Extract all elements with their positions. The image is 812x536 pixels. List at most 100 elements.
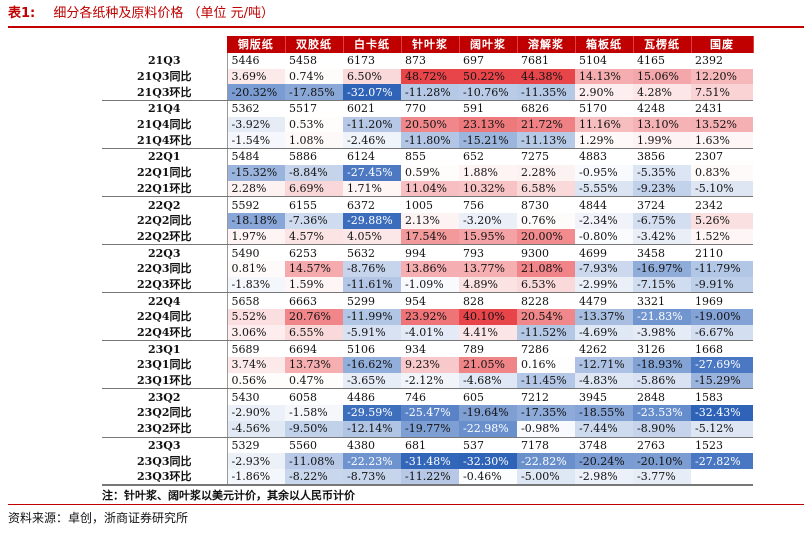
table-cell: 10.32% xyxy=(459,180,517,198)
table-cell: 828 xyxy=(463,294,484,308)
column-header: 箱板纸 xyxy=(575,36,634,53)
table-cell: 6021 xyxy=(347,102,375,116)
table-row: 22Q1同比 -15.32% -8.84% -27.45% 0.59% 1.88% 2.28… xyxy=(102,164,753,181)
table-cell: 934 xyxy=(405,342,426,356)
table-cell: 15.95% xyxy=(459,228,517,246)
table-cell: 6058 xyxy=(289,390,317,404)
table-cell: -5.55% xyxy=(575,180,633,198)
table-cell: 3.74% xyxy=(227,357,285,373)
table-cell: 2392 xyxy=(695,54,723,68)
table-cell: 5362 xyxy=(231,102,260,116)
row-label: 22Q1 xyxy=(102,148,228,165)
table-cell: 0.56% xyxy=(227,372,285,390)
table-cell: 6663 xyxy=(289,294,317,308)
table-cell: 0.47% xyxy=(285,372,343,390)
table-cell: 7275 xyxy=(521,150,549,164)
table-cell: 1.71% xyxy=(343,180,401,198)
column-header: 铜版纸 xyxy=(227,36,286,53)
row-label: 21Q3同比 xyxy=(102,68,228,85)
table-cell: 5886 xyxy=(289,150,317,164)
table-cell: 652 xyxy=(463,150,484,164)
table-cell: 12.20% xyxy=(691,68,753,85)
table-cell: 0.74% xyxy=(285,68,343,85)
table-cell: -3.20% xyxy=(459,212,517,229)
table-cell: 1523 xyxy=(695,438,723,452)
column-header: 阔叶浆 xyxy=(459,36,518,53)
column-header: 瓦楞纸 xyxy=(633,36,692,53)
table-cell: -2.99% xyxy=(575,276,633,294)
table-cell: 2342 xyxy=(695,198,723,212)
table-cell: 2848 xyxy=(637,390,665,404)
table-row: 22Q2环比 1.97% 4.57% 4.05% 17.54% 15.95% 20.00% -… xyxy=(102,228,753,246)
table-cell xyxy=(691,468,753,486)
table-cell: 44.38% xyxy=(517,68,575,85)
table-cell: -27.45% xyxy=(343,164,401,181)
table-cell: 6694 xyxy=(289,342,317,356)
table-cell: 7.51% xyxy=(691,84,753,102)
table-cell: -27.69% xyxy=(691,357,753,373)
table-cell: -9.91% xyxy=(691,276,753,294)
table-cell: 20.00% xyxy=(517,228,575,246)
table-cell: -2.34% xyxy=(575,212,633,229)
table-cell: 3748 xyxy=(579,438,607,452)
table-row: 23Q3 5329 5560 4380 681 537 7178 3748 2763 1523 xyxy=(102,437,753,454)
table-row: 22Q4 5658 6663 5299 954 828 8228 4479 3321 1969 xyxy=(102,292,753,309)
column-header: 针叶浆 xyxy=(401,36,460,53)
table-cell: 11.16% xyxy=(575,116,633,133)
table-cell: -2.93% xyxy=(227,453,285,469)
table-cell: 6124 xyxy=(347,150,375,164)
table-cell: 697 xyxy=(463,54,484,68)
table-cell: 0.59% xyxy=(401,164,459,181)
row-label: 22Q2环比 xyxy=(102,228,228,246)
table-cell: -7.44% xyxy=(575,420,633,438)
table-cell: 14.13% xyxy=(575,68,633,85)
table-cell: -11.79% xyxy=(691,260,753,277)
row-label: 21Q3 xyxy=(102,53,228,69)
table-cell: -9.50% xyxy=(285,420,343,438)
row-label: 21Q4 xyxy=(102,100,228,117)
table-cell: 4479 xyxy=(579,294,607,308)
table-cell: 591 xyxy=(463,102,484,116)
table-cell: 13.86% xyxy=(401,260,459,277)
table-cell: -8.73% xyxy=(343,468,401,486)
table-cell: -27.82% xyxy=(691,453,753,469)
table-cell: 6.69% xyxy=(285,180,343,198)
table-cell: 5430 xyxy=(231,390,260,404)
table-cell: -32.30% xyxy=(459,453,517,469)
table-cell: -4.68% xyxy=(459,372,517,390)
table-cell: -2.98% xyxy=(575,468,633,486)
table-cell: -11.28% xyxy=(401,84,459,102)
table-cell: 6.55% xyxy=(285,324,343,342)
row-label: 23Q3环比 xyxy=(102,468,228,486)
table-cell: 13.52% xyxy=(691,116,753,133)
table-cell: 6.53% xyxy=(517,276,575,294)
table-cell: 5299 xyxy=(347,294,375,308)
table-cell: 954 xyxy=(405,294,426,308)
table-cell: -17.35% xyxy=(517,405,575,421)
column-header: 双胶纸 xyxy=(285,36,344,53)
table-cell: 7212 xyxy=(521,390,549,404)
table-cell: 5632 xyxy=(347,246,375,260)
row-label: 23Q1同比 xyxy=(102,357,228,373)
table-cell: -7.36% xyxy=(285,212,343,229)
table-cell: 5.26% xyxy=(691,212,753,229)
table-row: 23Q1同比 3.74% 13.73% -16.62% 9.23% 21.05% 0.16%… xyxy=(102,357,753,373)
row-label: 22Q4环比 xyxy=(102,324,228,342)
table-cell: 4699 xyxy=(579,246,607,260)
table-cell: -11.22% xyxy=(401,468,459,486)
table-cell: -3.42% xyxy=(633,228,691,246)
table-row: 23Q1 5689 6694 5106 934 789 7286 4262 3126 1668 xyxy=(102,340,753,358)
table-row: 22Q3环比 -1.83% 1.59% -11.61% -1.09% 4.89% 6.53%… xyxy=(102,276,753,294)
table-cell: -3.92% xyxy=(227,116,285,133)
table-row: 23Q3环比 -1.86% -8.22% -8.73% -11.22% -0.46% -5.… xyxy=(102,468,753,486)
table-cell: 3856 xyxy=(637,150,665,164)
row-label: 23Q1环比 xyxy=(102,372,228,390)
table-cell: -0.80% xyxy=(575,228,633,246)
table-cell: -11.08% xyxy=(285,453,343,469)
table-row: 21Q3 5446 5458 6173 873 697 7681 5104 4165 2392 xyxy=(102,53,753,69)
table-cell: -17.85% xyxy=(285,84,343,102)
table-cell: 2.90% xyxy=(575,84,633,102)
table-number: 表1: xyxy=(8,6,36,21)
table-cell: 6.58% xyxy=(517,180,575,198)
table-cell: 7681 xyxy=(521,54,549,68)
